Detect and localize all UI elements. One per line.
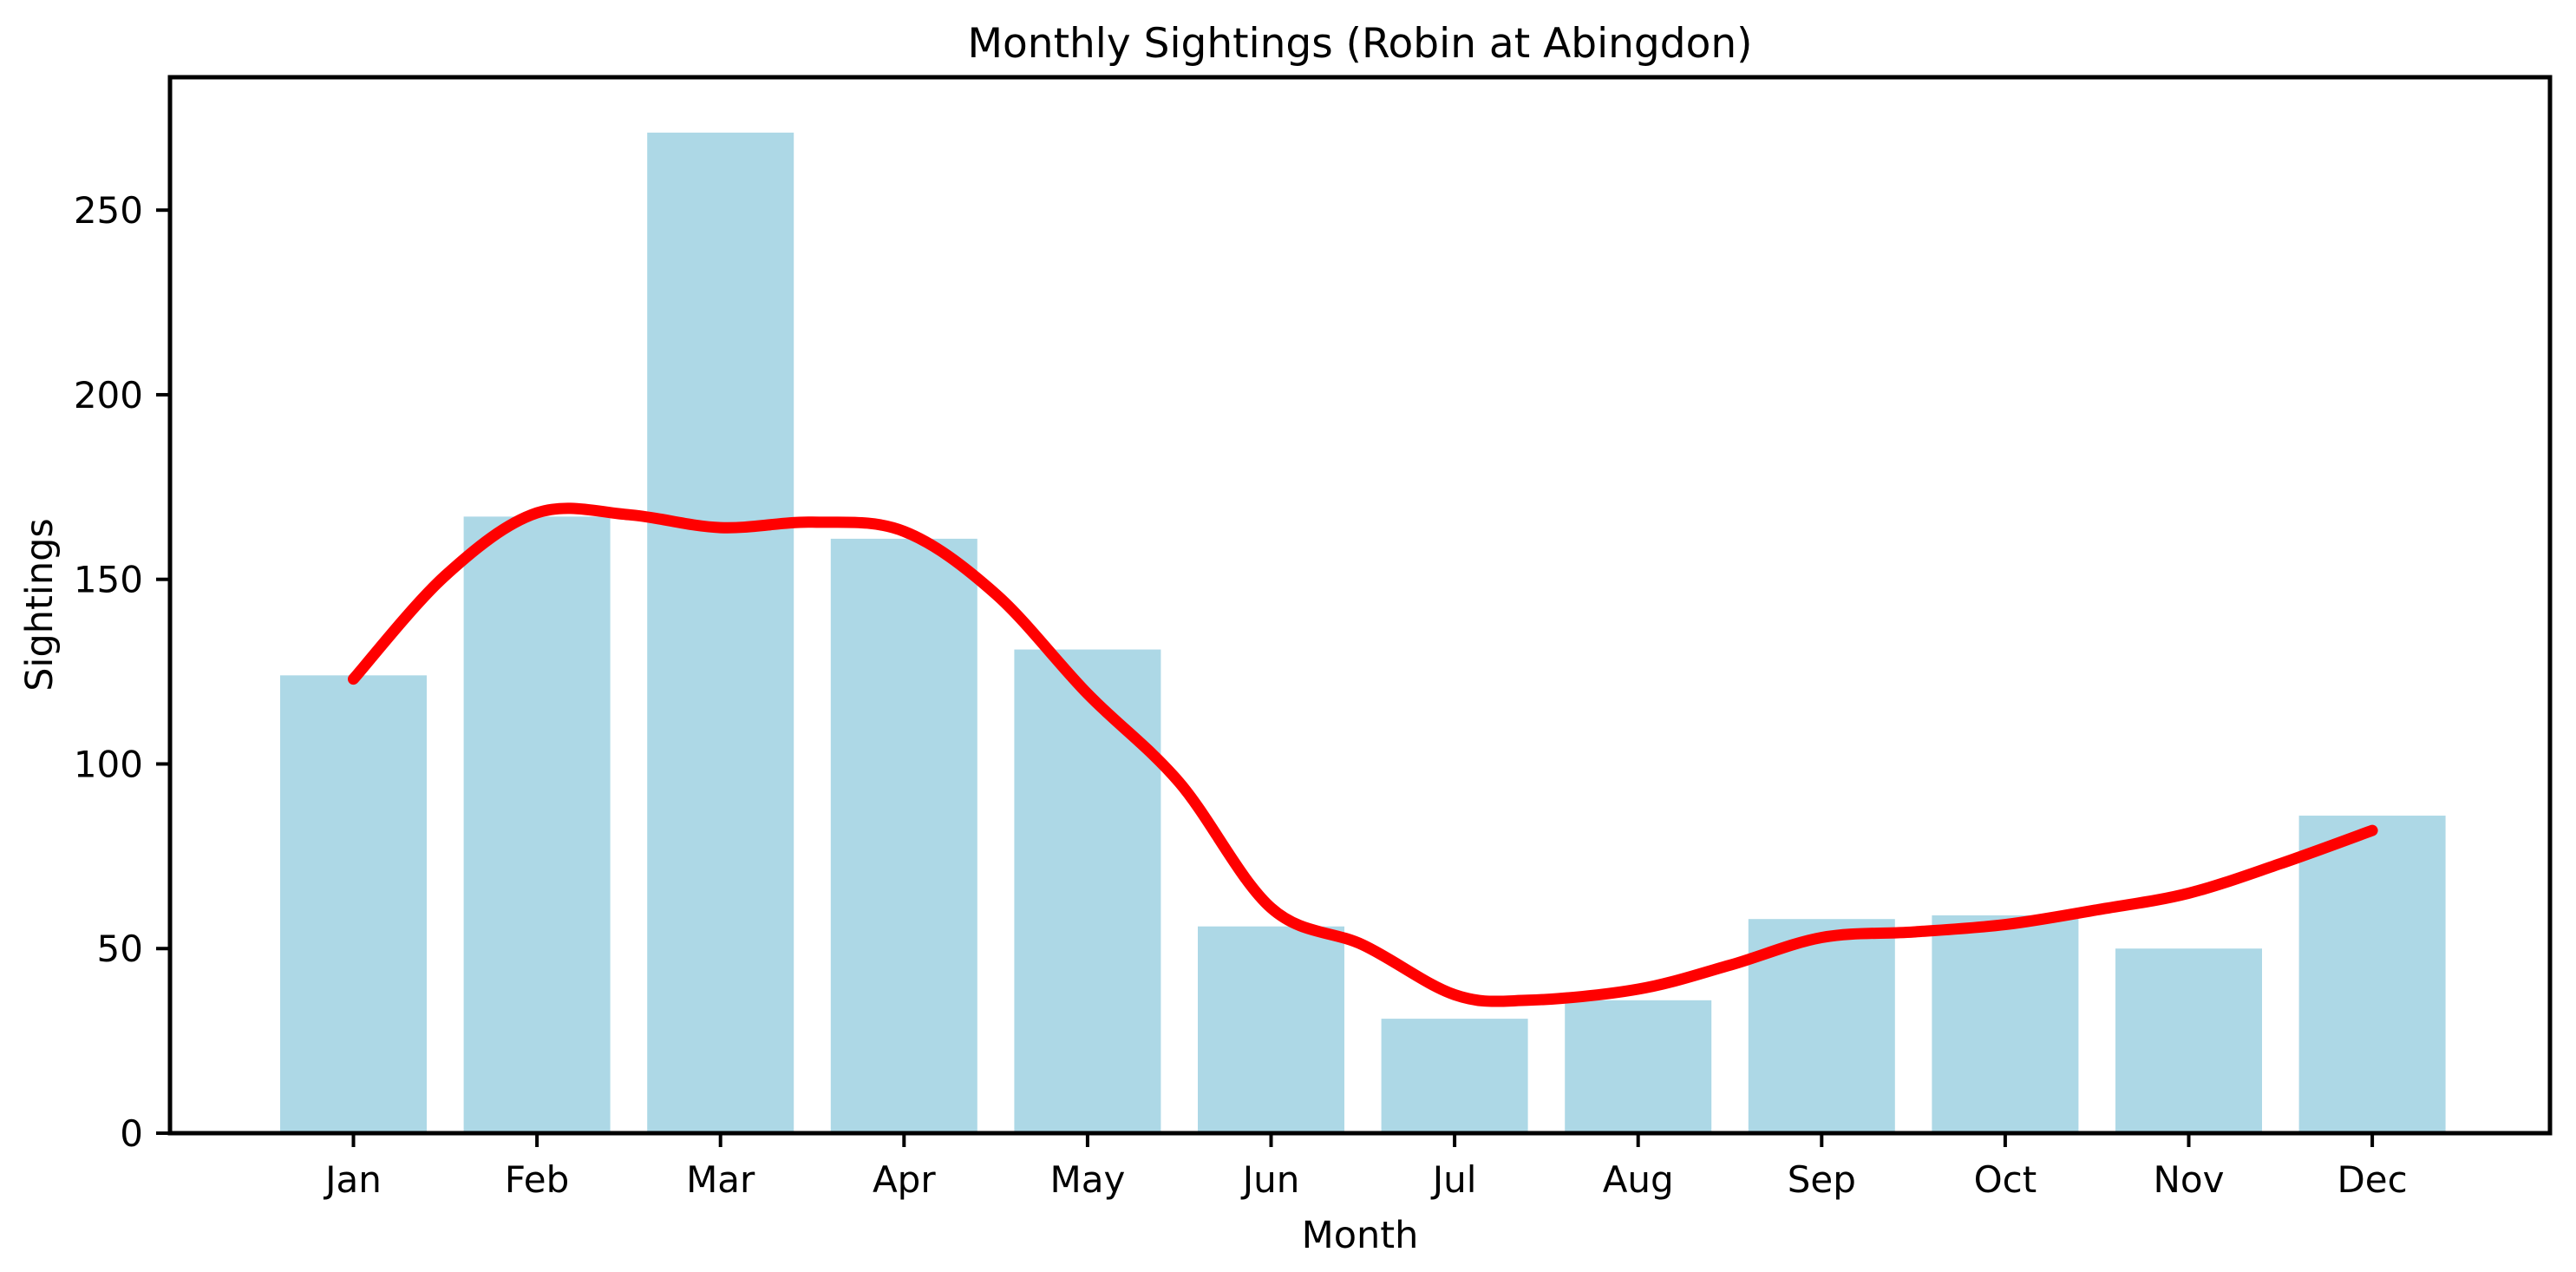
- x-tick-label: Nov: [2154, 1158, 2225, 1201]
- bar-jan: [280, 675, 427, 1133]
- x-tick-label: Sep: [1788, 1158, 1856, 1201]
- y-axis-label: Sightings: [18, 518, 62, 692]
- x-tick-label: Jul: [1430, 1158, 1477, 1201]
- x-tick-label: Dec: [2337, 1158, 2407, 1201]
- x-tick-label: Oct: [1974, 1158, 2037, 1201]
- bar-may: [1014, 649, 1161, 1133]
- x-tick-label: Apr: [873, 1158, 936, 1201]
- y-tick-label: 0: [120, 1112, 143, 1155]
- y-tick-label: 100: [74, 743, 143, 785]
- y-tick-label: 50: [97, 928, 143, 970]
- x-tick-label: Feb: [505, 1158, 569, 1201]
- bar-nov: [2115, 948, 2262, 1133]
- x-tick-label: Jan: [323, 1158, 382, 1201]
- bar-jul: [1381, 1019, 1528, 1133]
- y-tick-label: 200: [74, 374, 143, 416]
- bar-jun: [1198, 926, 1344, 1133]
- bar-aug: [1565, 1000, 1712, 1133]
- x-tick-label: Aug: [1603, 1158, 1674, 1201]
- y-tick-label: 150: [74, 559, 143, 601]
- x-tick-label: Mar: [686, 1158, 755, 1201]
- x-tick-label: May: [1049, 1158, 1125, 1201]
- x-axis-label: Month: [1302, 1214, 1419, 1257]
- bar-dec: [2298, 816, 2446, 1133]
- chart-title: Monthly Sightings (Robin at Abingdon): [968, 20, 1753, 68]
- plot-area: 0 50 100 150 200 250 Jan Feb Mar Apr May Jun Jul Aug S…: [74, 75, 2553, 1201]
- bar-oct: [1932, 915, 2079, 1133]
- plot-border: [167, 75, 2553, 1136]
- trend-line: [348, 502, 2378, 1007]
- bar-apr: [830, 538, 977, 1133]
- x-tick-label: Jun: [1240, 1158, 1300, 1201]
- bar-mar: [647, 132, 794, 1134]
- bar-feb: [463, 516, 611, 1133]
- y-tick-label: 250: [74, 189, 143, 232]
